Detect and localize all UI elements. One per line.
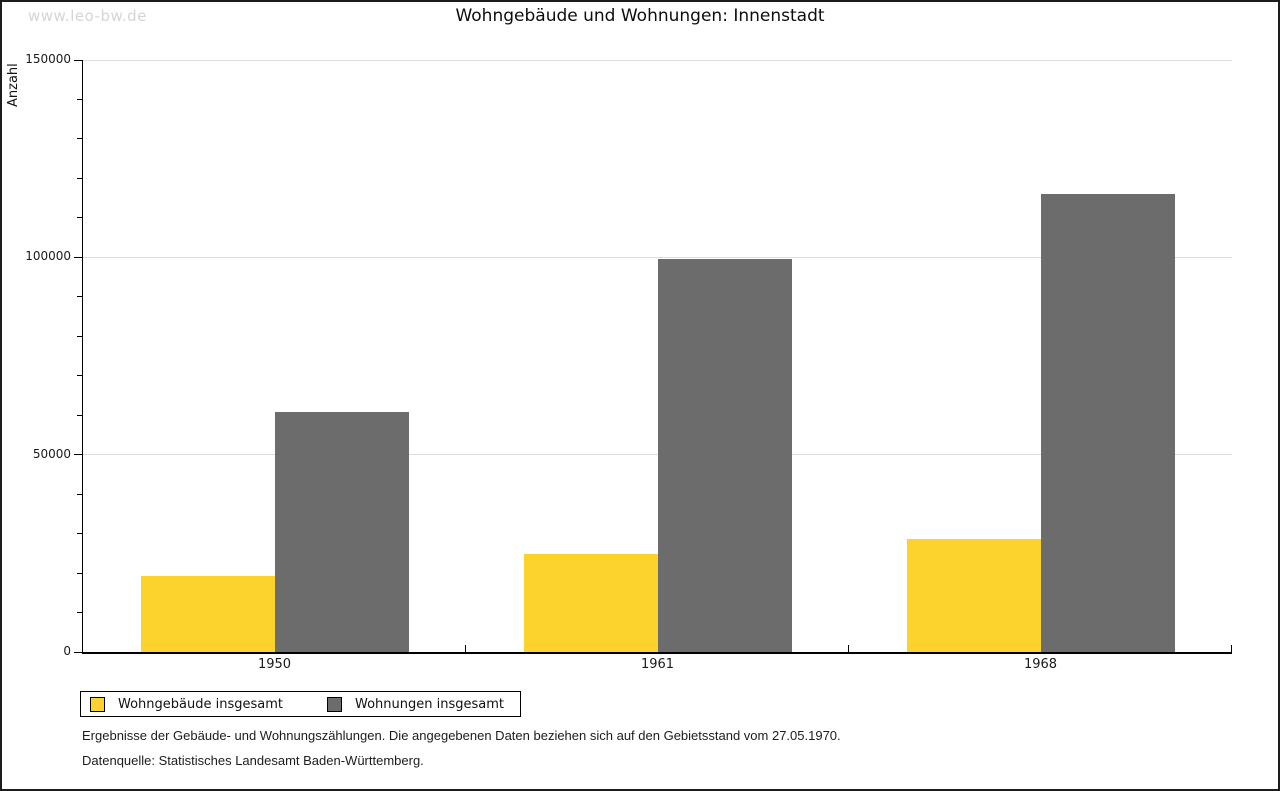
x-axis-tick — [465, 645, 466, 652]
bar-1961-wohngebaeude — [523, 553, 658, 652]
y-axis-major-tick — [74, 651, 82, 653]
y-axis-minor-tick — [77, 138, 82, 140]
x-axis-tick — [1231, 645, 1232, 652]
y-axis-minor-tick — [77, 375, 82, 377]
bar-1968-wohngebaeude — [906, 539, 1041, 652]
legend-swatch — [327, 696, 342, 712]
y-axis-major-tick — [74, 256, 82, 258]
y-axis-label: Anzahl — [6, 63, 21, 107]
y-axis-minor-tick — [77, 533, 82, 535]
y-axis-minor-tick — [77, 572, 82, 574]
y-axis-tick-label: 0 — [63, 644, 71, 658]
y-axis-minor-tick — [77, 98, 82, 100]
y-axis-major-tick — [74, 59, 82, 61]
plot-area: 0 50000 100000 150000 1950 1961 1968 — [25, 52, 1232, 672]
bar-1961-wohnungen — [657, 259, 792, 652]
legend-label: Wohngebäude insgesamt — [118, 696, 283, 712]
x-axis-tick — [848, 645, 849, 652]
x-axis-category-label: 1968 — [1023, 657, 1058, 672]
y-axis-tick-label: 100000 — [25, 249, 71, 264]
legend-label: Wohnungen insgesamt — [355, 696, 504, 712]
footer-source: Datenquelle: Statistisches Landesamt Bad… — [82, 753, 424, 768]
y-axis-minor-tick — [77, 335, 82, 337]
y-axis-minor-tick — [77, 414, 82, 416]
y-axis-minor-tick — [77, 296, 82, 298]
footer-note: Ergebnisse der Gebäude- und Wohnungszähl… — [82, 728, 841, 743]
legend-swatch — [90, 696, 105, 712]
gridline — [83, 256, 1232, 258]
bar-1950-wohngebaeude — [140, 575, 275, 652]
legend-item: Wohngebäude insgesamt — [90, 696, 283, 712]
y-axis-minor-tick — [77, 217, 82, 219]
x-axis-category-label: 1950 — [257, 657, 292, 672]
bar-1968-wohnungen — [1040, 193, 1175, 652]
legend-item: Wohnungen insgesamt — [327, 696, 504, 712]
bar-1950-wohnungen — [274, 412, 409, 652]
watermark: www.leo-bw.de — [28, 7, 147, 25]
gridline — [83, 59, 1232, 61]
y-axis-tick-label: 150000 — [25, 52, 71, 66]
legend-box: Wohngebäude insgesamt Wohnungen insgesamt — [80, 691, 521, 717]
y-axis-minor-tick — [77, 612, 82, 614]
chart-title: Wohngebäude und Wohnungen: Innenstadt — [455, 6, 825, 26]
y-axis-major-tick — [74, 454, 82, 456]
y-axis-minor-tick — [77, 493, 82, 495]
x-axis-category-label: 1961 — [640, 657, 675, 672]
y-axis-minor-tick — [77, 177, 82, 179]
y-axis-tick-label: 50000 — [32, 446, 71, 461]
